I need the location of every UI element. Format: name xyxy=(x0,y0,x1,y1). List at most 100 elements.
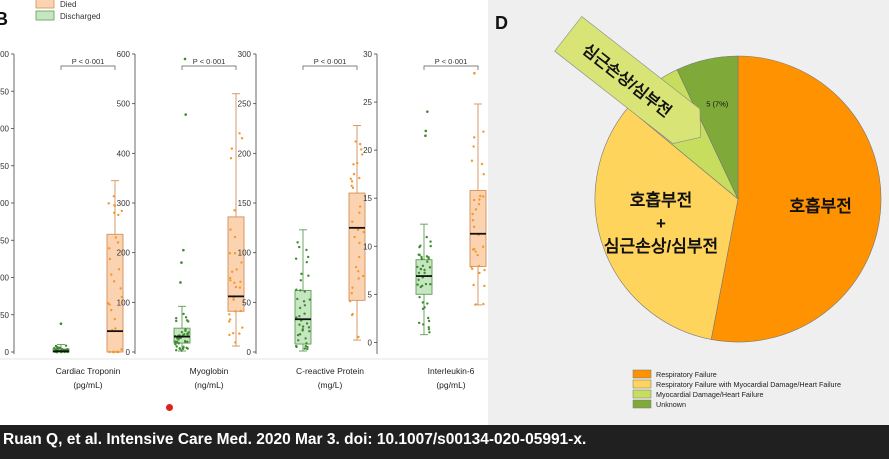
data-point xyxy=(107,247,111,250)
data-point xyxy=(238,332,241,335)
box-panel-1: 0 100 200 300 400 500 600 P < 0·001 Myoglobin (ng… xyxy=(117,50,245,390)
data-point xyxy=(303,312,306,315)
data-point xyxy=(228,276,232,280)
data-point xyxy=(482,302,485,306)
data-point xyxy=(350,180,354,183)
data-point xyxy=(233,209,236,212)
data-point xyxy=(296,297,299,301)
data-point xyxy=(108,257,112,261)
data-point xyxy=(471,212,474,216)
data-point xyxy=(358,205,362,208)
data-point xyxy=(184,328,187,331)
y-tick-label: 300 xyxy=(0,125,10,134)
data-point xyxy=(353,235,356,239)
data-point xyxy=(302,300,306,303)
data-point xyxy=(119,287,122,290)
data-point xyxy=(58,346,62,350)
data-point xyxy=(420,257,424,261)
data-point xyxy=(299,289,302,292)
data-point xyxy=(234,310,237,313)
data-point xyxy=(351,312,354,316)
pie-label-combined-line: + xyxy=(656,214,666,233)
data-point xyxy=(350,292,353,295)
x-axis-label: Myoglobin xyxy=(190,366,229,376)
data-point xyxy=(298,333,302,336)
data-point xyxy=(308,298,311,301)
data-point xyxy=(294,257,298,260)
data-point xyxy=(362,274,365,278)
data-point xyxy=(419,285,423,289)
data-point xyxy=(114,327,117,330)
data-point xyxy=(295,316,298,319)
data-point xyxy=(296,241,299,244)
data-point xyxy=(238,132,241,135)
x-axis-unit: (mg/L) xyxy=(318,380,343,390)
data-point xyxy=(120,348,123,351)
data-point xyxy=(305,260,308,264)
x-axis-label: Cardiac Troponin xyxy=(56,366,121,376)
data-point xyxy=(295,345,298,349)
data-point xyxy=(106,301,110,305)
data-point xyxy=(478,271,481,275)
legend-label-3: Unknown xyxy=(656,400,686,409)
data-point xyxy=(238,286,242,289)
data-point xyxy=(305,322,309,325)
pie-slice-3 xyxy=(676,55,739,200)
data-point xyxy=(351,186,355,190)
data-point xyxy=(229,228,232,231)
data-point xyxy=(479,194,482,198)
legend-label-0: Respiratory Failure xyxy=(656,370,717,379)
panel-b-label: B xyxy=(0,9,8,29)
y-tick-label: 0 xyxy=(5,348,10,357)
data-point xyxy=(227,320,231,323)
y-tick-label: 100 xyxy=(117,298,131,307)
data-point xyxy=(358,211,361,214)
pie-label-combined-line: 호흡부전 xyxy=(630,190,693,210)
data-point xyxy=(424,282,428,286)
y-tick-label: 400 xyxy=(0,50,10,59)
data-point xyxy=(187,331,190,334)
discharged-box xyxy=(415,259,433,295)
x-axis-unit: (ng/mL) xyxy=(194,380,223,390)
data-point xyxy=(418,245,421,249)
x-axis-label: C-reactive Protein xyxy=(296,366,364,376)
data-point xyxy=(173,340,177,343)
y-tick-label: 5 xyxy=(368,290,373,299)
data-point xyxy=(474,250,477,253)
data-point xyxy=(306,347,309,351)
data-point xyxy=(429,244,432,248)
data-point xyxy=(478,198,481,201)
data-point xyxy=(426,260,429,263)
y-tick-label: 200 xyxy=(0,199,10,208)
data-point xyxy=(54,344,58,348)
y-tick-label: 25 xyxy=(363,98,372,107)
data-point xyxy=(356,161,359,165)
legend-discharged-swatch xyxy=(35,10,55,21)
data-point xyxy=(182,312,185,316)
legend-swatch-1 xyxy=(632,379,652,389)
outlier-point xyxy=(426,110,429,113)
data-point xyxy=(303,347,307,350)
outlier-point xyxy=(424,134,427,138)
data-point xyxy=(175,349,178,352)
data-point xyxy=(470,159,474,162)
data-point xyxy=(427,328,431,331)
x-axis-label: Interleukin-6 xyxy=(428,366,475,376)
data-point xyxy=(357,270,360,273)
data-point xyxy=(232,298,235,301)
data-point xyxy=(175,345,178,348)
data-point xyxy=(112,195,116,198)
data-point xyxy=(113,203,116,207)
figure-canvas: Died Discharged B D 05010015020025030035… xyxy=(0,0,882,409)
data-point xyxy=(472,225,476,229)
data-point xyxy=(418,295,421,299)
data-point xyxy=(120,295,124,299)
data-point xyxy=(472,198,476,202)
citation-text: Ruan Q, et al. Intensive Care Med. 2020 … xyxy=(3,431,587,448)
data-point xyxy=(352,172,356,176)
data-point xyxy=(416,283,419,286)
pie-slice-1 xyxy=(594,107,739,340)
data-point xyxy=(295,288,298,291)
